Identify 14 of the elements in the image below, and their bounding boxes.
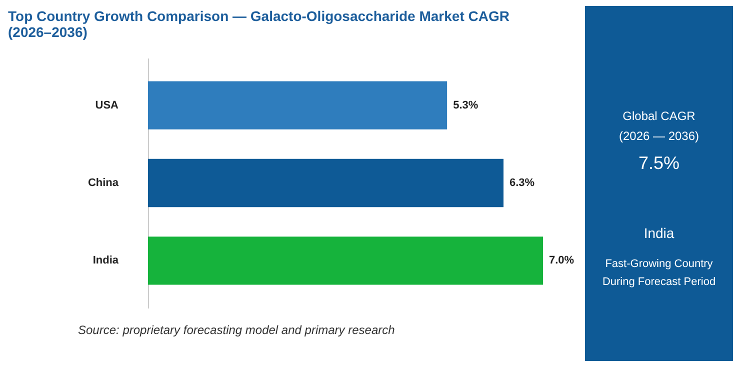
data-label: 5.3% (453, 99, 478, 112)
source-note: Source: proprietary forecasting model and primary research (78, 323, 396, 337)
text: (2026 — 2036) (618, 129, 700, 143)
text: 7.5% (638, 153, 680, 173)
data-label: 7.0% (549, 254, 574, 267)
data-label: 6.3% (510, 177, 535, 189)
text: Global CAGR (622, 109, 696, 123)
text: During Forecast Period (602, 276, 716, 288)
y-tick-label: India (92, 254, 120, 267)
text: Fast-Growing Country (605, 258, 714, 270)
y-tick-label: USA (95, 99, 119, 112)
y-tick-label: China (88, 177, 120, 189)
text: India (644, 225, 674, 241)
chart-title: Top Country Growth Comparison — Galacto-Oligosaccharide Market CAGR (2026–2036) (8, 8, 510, 40)
